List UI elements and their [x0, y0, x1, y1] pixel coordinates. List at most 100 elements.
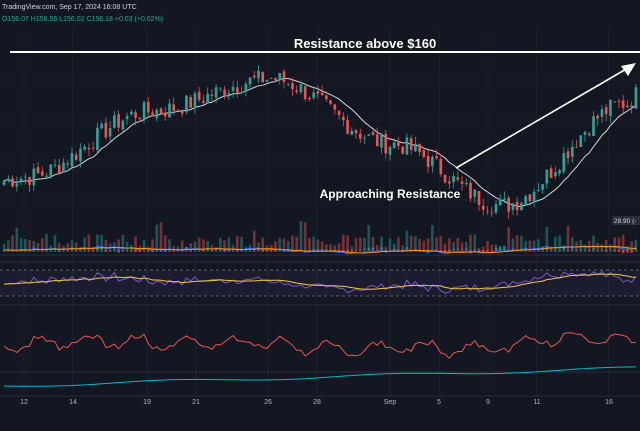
- macd-histogram-bar: [363, 248, 366, 250]
- candle-body: [592, 116, 595, 136]
- macd-histogram-bar: [74, 250, 78, 251]
- candle-body: [66, 163, 70, 165]
- candle-body: [193, 93, 197, 108]
- candle-body: [121, 120, 125, 130]
- macd-histogram-bar: [473, 249, 477, 250]
- volume-bar: [486, 241, 489, 252]
- macd-histogram-bar: [40, 250, 44, 251]
- macd-histogram-bar: [329, 250, 332, 251]
- volume-bar: [592, 235, 595, 252]
- candle-body: [252, 75, 256, 78]
- macd-histogram-bar: [142, 248, 146, 250]
- macd-histogram-bar: [113, 248, 116, 250]
- macd-histogram-bar: [176, 250, 180, 251]
- candle-body: [202, 100, 205, 103]
- macd-histogram-bar: [45, 250, 48, 251]
- macd-histogram-bar: [587, 250, 591, 252]
- volume-bar: [363, 237, 366, 252]
- candle-body: [435, 156, 438, 159]
- macd-histogram-bar: [358, 250, 362, 251]
- candle-body: [397, 140, 400, 146]
- volume-bar: [460, 242, 464, 252]
- volume-bar: [180, 240, 184, 252]
- candle-body: [570, 146, 574, 157]
- volume-bar: [532, 240, 536, 252]
- volume-bar: [342, 234, 345, 252]
- candle-body: [464, 182, 468, 185]
- macd-histogram-bar: [384, 250, 388, 252]
- volume-bar: [490, 244, 494, 252]
- candle-body: [524, 196, 527, 204]
- volume-bar: [219, 237, 222, 252]
- volume-bar: [397, 237, 400, 252]
- candle-body: [439, 158, 443, 175]
- volume-bar: [45, 233, 48, 252]
- candle-body: [316, 91, 320, 94]
- volume-bar: [392, 243, 396, 252]
- candle-body: [477, 191, 481, 205]
- macd-histogram-bar: [261, 250, 265, 252]
- x-tick-label: 16: [605, 399, 613, 406]
- grid-lines: [0, 28, 640, 396]
- candle-body: [206, 93, 209, 103]
- volume-bar: [371, 236, 375, 252]
- volume-bar: [189, 243, 192, 252]
- candle-body: [486, 210, 489, 212]
- volume-bar: [600, 244, 604, 252]
- candle-body: [515, 201, 519, 211]
- volume-bar: [570, 237, 574, 252]
- volume-bar: [257, 242, 260, 252]
- candle-body: [113, 115, 116, 128]
- volume-bar: [384, 246, 388, 252]
- candle-body: [130, 111, 133, 115]
- candle-body: [541, 184, 544, 190]
- candle-body: [185, 95, 188, 112]
- volume-bar: [554, 236, 557, 252]
- candle-body: [219, 87, 222, 89]
- x-axis-ticks: 12 14 19 21 26 28 Sep 5 9 11 16: [20, 399, 613, 406]
- volume-bar: [439, 235, 443, 252]
- volume-bar: [528, 240, 532, 252]
- volume-bar: [15, 227, 19, 252]
- volume-bar: [100, 235, 103, 252]
- volume-bar: [481, 246, 485, 252]
- candle-body: [197, 91, 201, 100]
- volume-bar: [223, 240, 226, 252]
- arrow-head: [621, 63, 636, 76]
- candle-body: [79, 148, 82, 162]
- candle-body: [36, 167, 40, 174]
- volume-bar: [473, 234, 477, 252]
- candle-body: [409, 138, 413, 150]
- volume-bar: [320, 241, 324, 252]
- candle-body: [303, 86, 307, 99]
- macd-histogram-bar: [269, 250, 273, 252]
- macd-histogram-bar: [566, 250, 570, 251]
- candle-body: [558, 170, 561, 174]
- volume-bar: [566, 225, 570, 252]
- candle-body: [617, 100, 621, 102]
- candle-body: [108, 128, 112, 137]
- volume-bar: [83, 237, 86, 252]
- candle-body: [380, 133, 383, 148]
- macd-histogram-bar: [600, 249, 604, 251]
- macd-histogram-bar: [609, 249, 612, 250]
- candle-body: [278, 73, 282, 81]
- macd-histogram-bar: [507, 249, 510, 251]
- macd-histogram-bar: [367, 247, 371, 250]
- x-tick-label: 28: [313, 399, 321, 406]
- candle-body: [163, 112, 167, 117]
- volume-bar: [24, 239, 27, 252]
- candle-body: [325, 95, 328, 100]
- candle-body: [180, 111, 184, 114]
- volume-bar: [206, 241, 209, 252]
- x-tick-label: 21: [192, 399, 200, 406]
- x-tick-label: 12: [20, 399, 28, 406]
- volume-bar: [151, 239, 154, 252]
- volume-bar: [286, 240, 290, 252]
- volume-bar: [19, 238, 23, 252]
- volume-bar: [401, 245, 404, 252]
- candle-body: [248, 77, 252, 85]
- volume-bar: [312, 236, 315, 252]
